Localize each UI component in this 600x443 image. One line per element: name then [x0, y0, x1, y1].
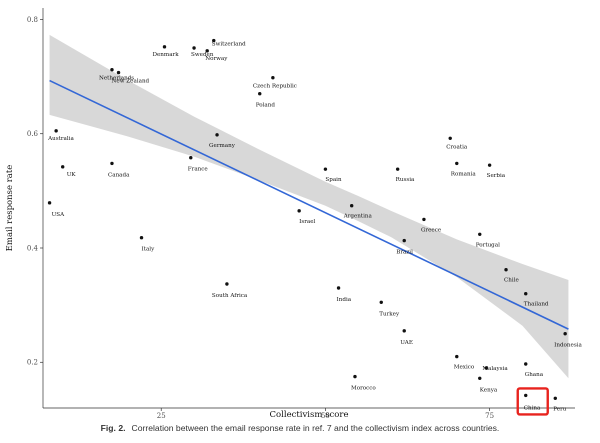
caption-text: Correlation between the email response r… [131, 423, 500, 433]
point-sweden [192, 46, 196, 50]
label-uk: UK [67, 172, 77, 178]
point-mexico [455, 354, 459, 359]
label-poland: Poland [256, 103, 276, 109]
point-czech-republic [271, 76, 275, 80]
label-china: China [524, 405, 541, 411]
label-russia: Russia [396, 177, 415, 183]
point-thailand [524, 292, 528, 296]
y-tick-label: 0.4 [27, 244, 39, 252]
y-tick-label: 0.6 [27, 130, 39, 138]
point-poland [258, 92, 262, 96]
point-netherlands [110, 68, 114, 72]
x-tick-label: 75 [485, 412, 494, 420]
point-morocco [353, 374, 357, 379]
label-serbia: Serbia [487, 173, 506, 179]
x-tick-label: 50 [321, 412, 330, 420]
label-uae: UAE [400, 340, 413, 346]
point-russia [395, 167, 400, 171]
y-tick-label: 0.2 [27, 359, 38, 367]
y-tick-label: 0.8 [27, 16, 38, 24]
label-canada: Canada [108, 172, 130, 178]
point-malaysia [484, 366, 489, 370]
label-indonesia: Indonesia [554, 343, 582, 349]
label-portugal: Portugal [476, 242, 500, 248]
point-ghana [524, 362, 528, 366]
caption-label: Fig. 2. [100, 423, 126, 433]
label-spain: Spain [325, 177, 342, 183]
point-usa [47, 201, 52, 205]
label-germany: Germany [209, 143, 236, 149]
point-serbia [487, 163, 492, 167]
point-italy [139, 236, 144, 240]
label-usa: USA [52, 212, 66, 218]
y-axis-title: Email response rate [5, 165, 15, 252]
label-kenya: Kenya [480, 387, 498, 393]
label-peru: Peru [553, 406, 566, 412]
label-brazil: Brazil [396, 250, 413, 256]
label-mexico: Mexico [454, 365, 475, 371]
label-south-africa: South Africa [212, 293, 248, 299]
point-argentina [349, 204, 354, 208]
label-france: France [188, 167, 209, 173]
label-romania: Romania [451, 171, 477, 177]
label-switzerland: Switzerland [212, 42, 246, 48]
label-sweden: Sweden [191, 52, 214, 58]
point-spain [323, 167, 328, 171]
point-israel [297, 209, 301, 213]
figure-caption: Fig. 2. Correlation between the email res… [0, 423, 600, 433]
label-croatia: Croatia [446, 144, 468, 150]
point-denmark [162, 45, 167, 49]
point-india [336, 286, 341, 290]
point-south-africa [225, 282, 229, 286]
point-china [524, 393, 528, 398]
label-thailand: Thailand [524, 302, 549, 308]
label-turkey: Turkey [379, 311, 400, 317]
trend-line [49, 79, 569, 330]
label-greece: Greece [421, 227, 442, 233]
x-axis-title: Collectivism score [270, 410, 349, 420]
point-australia [54, 129, 58, 133]
label-israel: Israel [299, 219, 315, 225]
x-tick-label: 25 [157, 412, 166, 420]
point-turkey [379, 300, 383, 304]
data-points [47, 38, 567, 400]
point-switzerland [212, 38, 216, 43]
highlight-box [516, 387, 549, 416]
label-malaysia: Malaysia [482, 366, 508, 372]
point-uk [61, 165, 65, 169]
label-netherlands: Netherlands [99, 76, 134, 82]
point-norway [205, 49, 209, 53]
point-chile [504, 268, 508, 272]
point-brazil [402, 238, 406, 243]
label-morocco: Morocco [351, 386, 376, 392]
label-new-zealand: New Zealand [112, 79, 150, 85]
scatter-chart: 25 50 75 0.2 0.4 0.6 0.8 Denmark Switzerland Swe… [5, 8, 582, 420]
point-indonesia [563, 332, 567, 336]
point-portugal [478, 232, 482, 236]
point-canada [110, 161, 114, 166]
label-india: India [337, 297, 352, 303]
point-greece [422, 217, 426, 222]
label-denmark: Denmark [153, 52, 180, 58]
confidence-band [49, 34, 569, 379]
label-australia: Australia [47, 136, 74, 142]
point-croatia [448, 136, 452, 140]
point-uae [402, 329, 406, 333]
point-romania [455, 161, 459, 166]
point-kenya [478, 376, 482, 380]
point-germany [215, 133, 219, 137]
point-france [189, 156, 193, 160]
axis-ticks: 25 50 75 0.2 0.4 0.6 0.8 [27, 16, 494, 420]
label-chile: Chile [504, 278, 519, 284]
axes [42, 8, 575, 409]
label-italy: Italy [142, 247, 156, 253]
point-peru [553, 396, 557, 400]
point-new-zealand [116, 70, 121, 75]
label-ghana: Ghana [525, 372, 544, 378]
label-norway: Norway [205, 56, 228, 62]
label-czech-republic: Czech Republic [253, 84, 297, 90]
label-argentina: Argentina [343, 214, 373, 220]
